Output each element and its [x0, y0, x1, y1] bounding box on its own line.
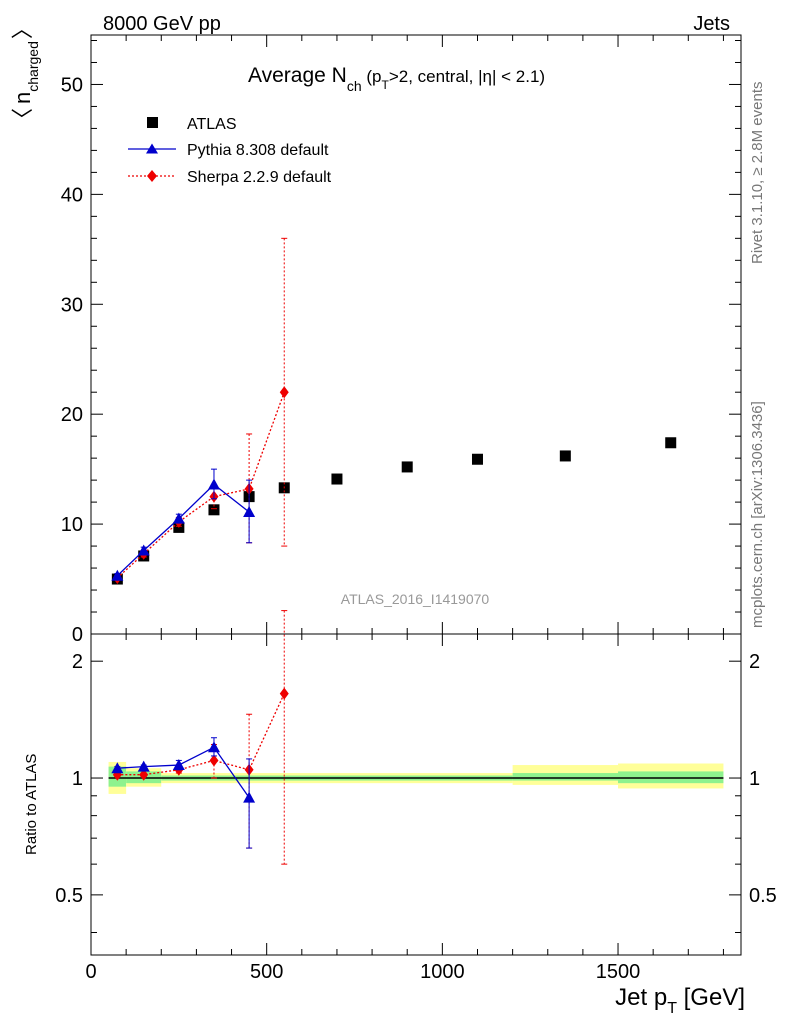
- ratio-y-tick-label-right: 1: [749, 768, 760, 790]
- top-y-tick-label: 10: [61, 514, 83, 536]
- pythia-ratio-point: [172, 759, 185, 771]
- legend-marker-sherpa: [147, 170, 157, 182]
- sherpa-line: [116, 391, 285, 579]
- pythia-point: [172, 512, 185, 524]
- legend-label-pythia: Pythia 8.308 default: [187, 142, 329, 159]
- top-y-tick-label: 20: [61, 404, 83, 426]
- ratio-y-tick-label: 0.5: [55, 885, 83, 907]
- sherpa-ratio-point: [209, 754, 219, 767]
- sherpa-ratio-point: [139, 768, 149, 781]
- top-y-axis-label: 〈ncharged〉: [10, 17, 41, 130]
- ratio-y-tick-label-right: 0.5: [749, 885, 777, 907]
- sherpa-point: [279, 386, 289, 399]
- atlas-data-point: [401, 461, 413, 473]
- top-y-tick-label: 50: [61, 74, 83, 96]
- ratio-y-tick-label-right: 2: [749, 651, 760, 673]
- rivet-label: Rivet 3.1.10, ≥ 2.8M events: [749, 82, 766, 265]
- ratio-y-tick-label: 1: [72, 768, 83, 790]
- ratio-panel-frame: [90, 633, 742, 956]
- top-y-tick-label: 0: [72, 624, 83, 646]
- svg-text:〈ncharged〉: 〈ncharged〉: [10, 17, 41, 130]
- pythia-point: [207, 478, 220, 490]
- legend-label-sherpa: Sherpa 2.2.9 default: [187, 169, 332, 186]
- x-tick-label: 1500: [596, 961, 641, 983]
- atlas-data-point: [331, 473, 343, 485]
- pythia-point: [137, 544, 150, 556]
- header-right: Jets: [693, 13, 730, 35]
- pythia-point: [111, 569, 124, 581]
- analysis-watermark: ATLAS_2016_I1419070: [341, 591, 490, 607]
- x-tick-label: 1000: [420, 961, 465, 983]
- x-tick-label: 0: [85, 961, 96, 983]
- pythia-point: [243, 506, 256, 518]
- top-y-tick-label: 30: [61, 294, 83, 316]
- ratio-y-axis-label: Ratio to ATLAS: [23, 754, 40, 855]
- mcplots-label: mcplots.cern.ch [arXiv:1306.3436]: [749, 401, 766, 628]
- sherpa-ratio-point: [279, 687, 289, 700]
- pythia-ratio-point: [111, 762, 124, 774]
- sherpa-ratio-line: [117, 693, 285, 776]
- main-title: Average Nch (pT>2, central, |η| < 2.1): [248, 64, 545, 94]
- x-tick-label: 500: [250, 961, 283, 983]
- legend-label-atlas: ATLAS: [187, 116, 237, 133]
- atlas-data-point: [559, 450, 571, 462]
- header-left: 8000 GeV pp: [103, 13, 221, 35]
- atlas-data-point: [665, 437, 677, 449]
- ratio-y-tick-label: 2: [72, 651, 83, 673]
- pythia-ratio-point: [243, 791, 256, 803]
- atlas-data-point: [208, 504, 220, 516]
- ratio-band-inner: [512, 773, 619, 781]
- legend-marker-pythia: [146, 143, 158, 154]
- legend: ATLAS Pythia 8.308 default Sherpa 2.2.9 …: [128, 116, 332, 186]
- top-y-tick-label: 40: [61, 184, 83, 206]
- pythia-ratio-point: [207, 741, 220, 753]
- x-axis-label: Jet pT [GeV]: [615, 984, 745, 1017]
- atlas-data-point: [471, 453, 483, 465]
- pythia-ratio-point: [137, 760, 150, 772]
- legend-marker-atlas: [147, 117, 158, 128]
